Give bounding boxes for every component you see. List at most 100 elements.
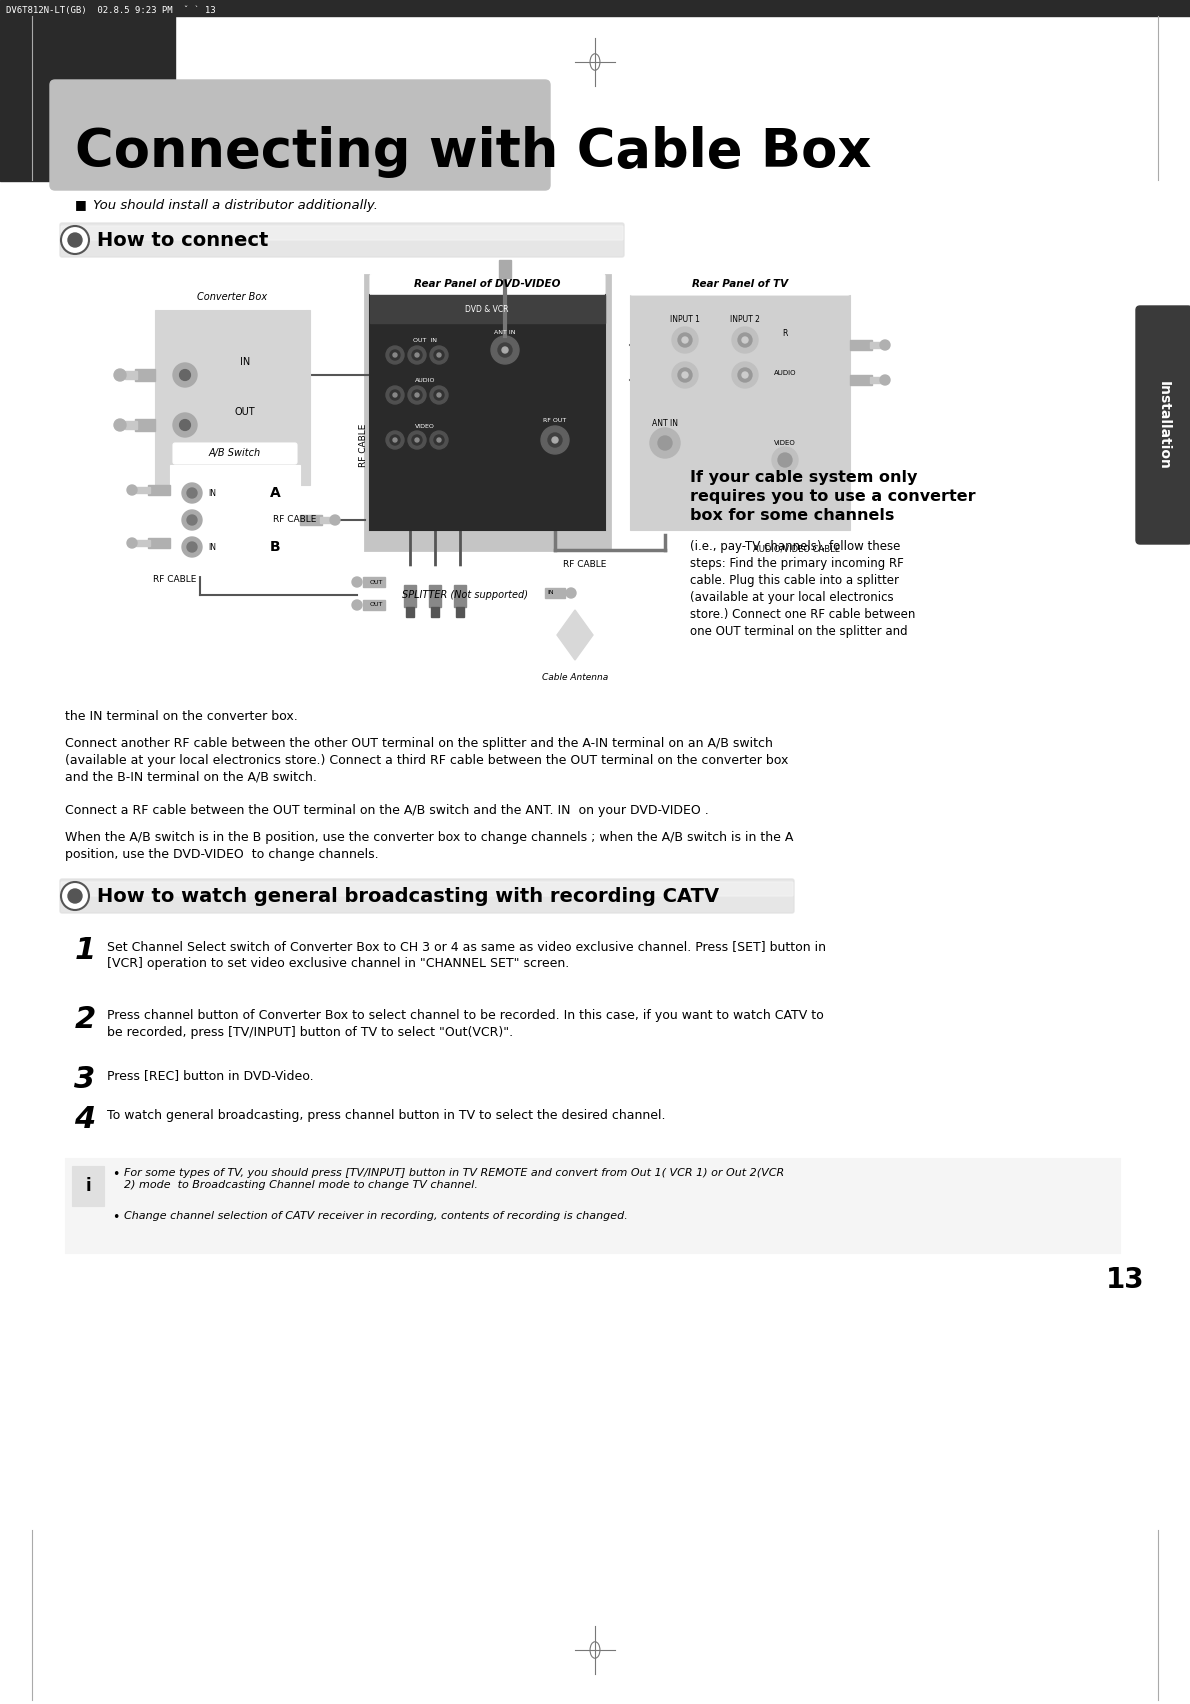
Circle shape bbox=[386, 346, 403, 365]
Text: ■: ■ bbox=[75, 198, 87, 211]
Text: the IN terminal on the converter box.: the IN terminal on the converter box. bbox=[65, 711, 298, 722]
Circle shape bbox=[437, 394, 441, 397]
Text: (i.e., pay-TV channels), follow these
steps: Find the primary incoming RF
cable.: (i.e., pay-TV channels), follow these st… bbox=[690, 540, 915, 637]
Bar bbox=[850, 341, 872, 349]
Text: IN: IN bbox=[208, 542, 217, 552]
Circle shape bbox=[682, 371, 688, 378]
FancyBboxPatch shape bbox=[173, 443, 298, 463]
Bar bbox=[136, 487, 150, 492]
Circle shape bbox=[678, 332, 693, 348]
Bar bbox=[134, 370, 155, 382]
Circle shape bbox=[390, 435, 400, 445]
Bar bbox=[320, 516, 332, 523]
Text: 1: 1 bbox=[74, 935, 95, 964]
Text: 2: 2 bbox=[74, 1005, 95, 1034]
Circle shape bbox=[772, 446, 798, 474]
Circle shape bbox=[434, 435, 444, 445]
Text: A/B Switch: A/B Switch bbox=[209, 448, 261, 458]
Text: 3: 3 bbox=[74, 1065, 95, 1094]
Circle shape bbox=[672, 361, 699, 389]
Text: RF OUT: RF OUT bbox=[544, 417, 566, 423]
Circle shape bbox=[180, 370, 190, 380]
Text: IN: IN bbox=[208, 489, 217, 498]
Circle shape bbox=[393, 394, 397, 397]
Bar bbox=[148, 538, 170, 549]
Circle shape bbox=[352, 578, 362, 586]
FancyBboxPatch shape bbox=[50, 80, 550, 191]
Circle shape bbox=[393, 438, 397, 441]
Text: •: • bbox=[112, 1212, 119, 1223]
Text: OUT: OUT bbox=[234, 407, 256, 417]
Circle shape bbox=[658, 436, 672, 450]
Text: Press channel button of Converter Box to select channel to be recorded. In this : Press channel button of Converter Box to… bbox=[107, 1009, 823, 1039]
Bar bbox=[0, 15, 175, 181]
Circle shape bbox=[182, 482, 202, 503]
FancyBboxPatch shape bbox=[60, 879, 794, 913]
Text: Connect a RF cable between the OUT terminal on the A/B switch and the ANT. IN  o: Connect a RF cable between the OUT termi… bbox=[65, 804, 709, 816]
Circle shape bbox=[412, 390, 422, 400]
Circle shape bbox=[390, 349, 400, 360]
FancyBboxPatch shape bbox=[370, 274, 605, 295]
Circle shape bbox=[187, 542, 198, 552]
Bar bbox=[545, 588, 565, 598]
Bar bbox=[870, 343, 882, 348]
Bar bbox=[155, 310, 311, 486]
Text: B: B bbox=[270, 540, 281, 554]
Circle shape bbox=[430, 346, 447, 365]
Text: SPLITTER (Not supported): SPLITTER (Not supported) bbox=[402, 590, 528, 600]
Circle shape bbox=[173, 412, 198, 436]
Text: 13: 13 bbox=[1106, 1266, 1145, 1293]
Text: 4: 4 bbox=[74, 1104, 95, 1133]
Circle shape bbox=[491, 336, 519, 365]
Bar bbox=[134, 419, 155, 431]
Circle shape bbox=[408, 346, 426, 365]
Text: OUT: OUT bbox=[370, 603, 383, 608]
Bar bbox=[370, 295, 605, 530]
Circle shape bbox=[879, 375, 890, 385]
Circle shape bbox=[738, 332, 752, 348]
Text: INPUT 2: INPUT 2 bbox=[729, 315, 760, 324]
Circle shape bbox=[732, 327, 758, 353]
Text: Installation: Installation bbox=[1157, 380, 1171, 469]
Circle shape bbox=[180, 419, 190, 431]
Circle shape bbox=[415, 438, 419, 441]
Circle shape bbox=[173, 363, 198, 387]
FancyBboxPatch shape bbox=[382, 567, 549, 624]
Circle shape bbox=[408, 431, 426, 448]
Circle shape bbox=[412, 349, 422, 360]
FancyBboxPatch shape bbox=[158, 286, 307, 308]
Circle shape bbox=[434, 390, 444, 400]
Circle shape bbox=[732, 361, 758, 389]
Circle shape bbox=[743, 371, 749, 378]
FancyBboxPatch shape bbox=[630, 274, 850, 295]
Circle shape bbox=[434, 349, 444, 360]
Circle shape bbox=[114, 419, 126, 431]
Circle shape bbox=[549, 433, 562, 446]
Bar bbox=[0, 0, 1190, 15]
Circle shape bbox=[68, 889, 82, 903]
Circle shape bbox=[182, 509, 202, 530]
Circle shape bbox=[412, 435, 422, 445]
FancyBboxPatch shape bbox=[60, 223, 624, 257]
Text: RF CABLE: RF CABLE bbox=[274, 516, 317, 525]
Text: RF CABLE: RF CABLE bbox=[563, 561, 607, 569]
Circle shape bbox=[738, 368, 752, 382]
Polygon shape bbox=[557, 610, 593, 659]
Text: To watch general broadcasting, press channel button in TV to select the desired : To watch general broadcasting, press cha… bbox=[107, 1109, 665, 1121]
Bar bbox=[73, 1166, 104, 1206]
Text: If your cable system only
requires you to use a converter
box for some channels: If your cable system only requires you t… bbox=[690, 470, 976, 523]
Circle shape bbox=[386, 387, 403, 404]
Circle shape bbox=[415, 353, 419, 358]
Bar bbox=[850, 375, 872, 385]
Text: INPUT 1: INPUT 1 bbox=[670, 315, 700, 324]
Text: RF CABLE: RF CABLE bbox=[358, 423, 368, 467]
Bar bbox=[125, 421, 137, 429]
Text: IN: IN bbox=[240, 358, 250, 366]
Text: DV6T812N-LT(GB)  02.8.5 9:23 PM  ˇ ` 13: DV6T812N-LT(GB) 02.8.5 9:23 PM ˇ ` 13 bbox=[6, 5, 215, 15]
Text: Rear Panel of DVD-VIDEO: Rear Panel of DVD-VIDEO bbox=[414, 279, 560, 290]
Bar bbox=[455, 584, 466, 607]
Bar bbox=[363, 600, 386, 610]
Bar bbox=[456, 607, 464, 617]
Circle shape bbox=[497, 343, 512, 358]
Circle shape bbox=[430, 431, 447, 448]
